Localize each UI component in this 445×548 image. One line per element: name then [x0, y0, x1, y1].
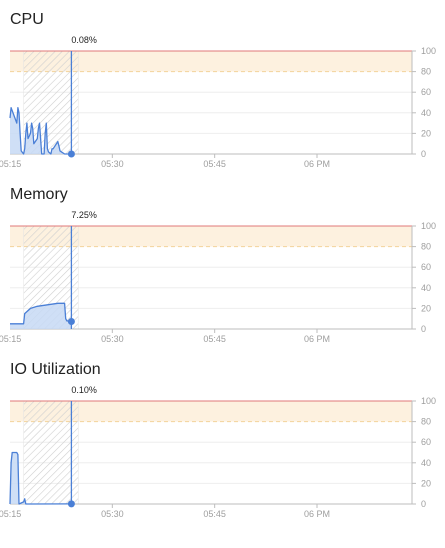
y-tick-label: 80 — [421, 67, 431, 77]
cpu-chart[interactable]: 05:15 05:30 05:45 06 PM 0 20 40 60 80 100 0.08% — [0, 0, 445, 175]
y-tick-label: 60 — [421, 437, 431, 447]
y-tick-label: 0 — [421, 324, 426, 334]
y-tick-label: 40 — [421, 283, 431, 293]
series-line — [10, 302, 72, 325]
y-tick-label: 0 — [421, 499, 426, 509]
x-tick-label: 06 PM — [304, 159, 330, 169]
x-tick-label: 05:45 — [203, 159, 226, 169]
io-title: IO Utilization — [10, 361, 101, 378]
x-tick-label: 05:45 — [203, 509, 226, 519]
x-tick-label: 06 PM — [304, 334, 330, 344]
io-panel: IO Utilization 05:15 05:30 05:45 06 PM 0 20 40… — [0, 350, 445, 525]
x-tick-label: 05:45 — [203, 334, 226, 344]
warning-band — [10, 51, 412, 72]
y-tick-label: 40 — [421, 458, 431, 468]
series-area — [10, 452, 72, 504]
x-tick-label: 05:15 — [0, 159, 21, 169]
x-tick-label: 05:15 — [0, 509, 21, 519]
warning-band — [10, 226, 412, 247]
cursor-point[interactable] — [67, 318, 75, 326]
y-tick-label: 100 — [421, 46, 436, 56]
cursor-value-label: 0.08% — [71, 35, 97, 45]
x-tick-label: 05:30 — [101, 159, 124, 169]
cursor-point[interactable] — [67, 500, 75, 508]
x-tick-label: 06 PM — [304, 509, 330, 519]
cursor-point[interactable] — [67, 150, 75, 158]
series-line — [9, 107, 72, 155]
series-line — [9, 451, 72, 505]
x-tick-label: 05:30 — [101, 334, 124, 344]
selection-range[interactable] — [23, 400, 79, 505]
y-tick-label: 60 — [421, 262, 431, 272]
memory-panel: Memory 05:15 05:30 05:45 06 PM 0 20 40 60 80 100 7… — [0, 175, 445, 350]
x-tick-label: 05:15 — [0, 334, 21, 344]
memory-title: Memory — [10, 186, 68, 203]
y-tick-label: 100 — [421, 221, 436, 231]
cpu-title: CPU — [10, 11, 44, 28]
io-chart[interactable]: 05:15 05:30 05:45 06 PM 0 20 40 60 80 100 0.10% — [0, 350, 445, 525]
cursor-value-label: 0.10% — [71, 385, 97, 395]
selection-range[interactable] — [23, 50, 79, 155]
y-tick-label: 60 — [421, 87, 431, 97]
x-tick-label: 05:30 — [101, 509, 124, 519]
cpu-panel: CPU 05:15 05:30 05:45 06 PM 0 20 40 60 80 100 0.08… — [0, 0, 445, 175]
y-tick-label: 100 — [421, 396, 436, 406]
warning-band — [10, 401, 412, 422]
series-area — [10, 303, 72, 329]
y-tick-label: 20 — [421, 303, 431, 313]
y-tick-label: 20 — [421, 478, 431, 488]
memory-chart[interactable]: 05:15 05:30 05:45 06 PM 0 20 40 60 80 100 7.25% — [0, 175, 445, 350]
y-tick-label: 20 — [421, 128, 431, 138]
y-tick-label: 80 — [421, 242, 431, 252]
y-tick-label: 80 — [421, 417, 431, 427]
cursor-value-label: 7.25% — [71, 210, 97, 220]
y-tick-label: 0 — [421, 149, 426, 159]
y-tick-label: 40 — [421, 108, 431, 118]
